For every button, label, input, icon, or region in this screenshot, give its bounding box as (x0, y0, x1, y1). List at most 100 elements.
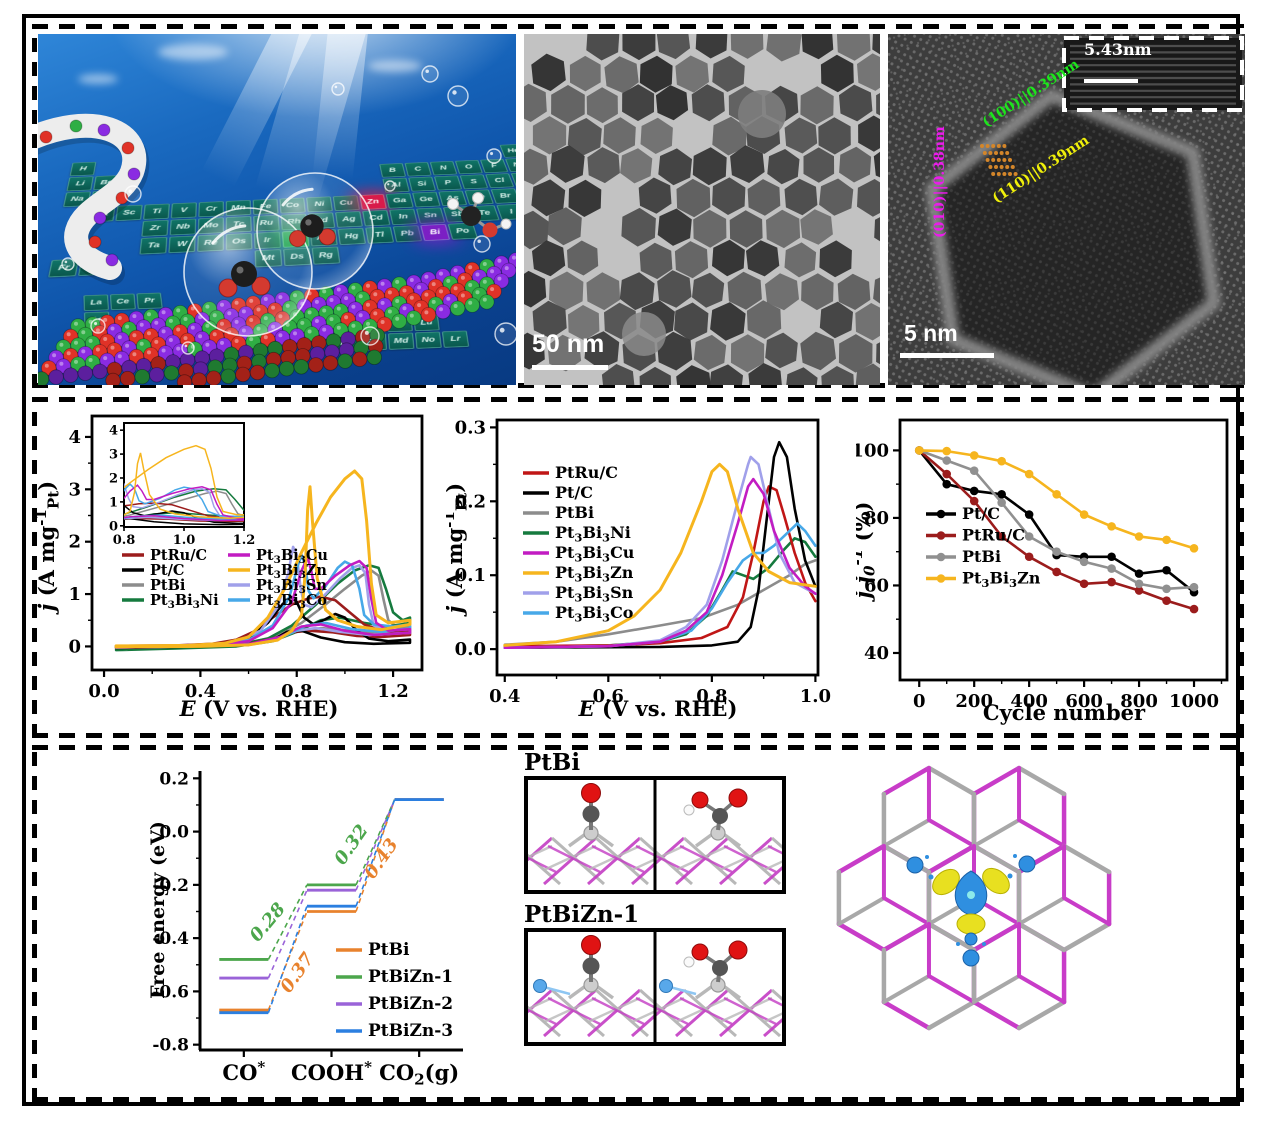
svg-text:0.8: 0.8 (696, 686, 727, 707)
svg-text:Pt3Bi3Zn: Pt3Bi3Zn (256, 562, 327, 581)
element-tile-Co: Co (279, 197, 306, 214)
element-tile-Mt: Mt (254, 249, 283, 268)
element-tile-Li: Li (66, 176, 94, 192)
element-tile-Rh: Rh (280, 213, 308, 231)
svg-text:j (A mg-1Pt): j (A mg-1Pt) (446, 483, 471, 617)
element-tile-Ac: Ac (83, 311, 110, 329)
svg-text:PtBi: PtBi (368, 940, 410, 960)
element-tile-Rg: Rg (311, 246, 341, 265)
element-tile-Ds: Ds (283, 247, 312, 266)
svg-text:-0.8: -0.8 (152, 1036, 189, 1056)
svg-text:1.0: 1.0 (173, 533, 196, 548)
svg-text:0.43: 0.43 (360, 835, 402, 883)
svg-text:0.1: 0.1 (455, 565, 486, 586)
element-tile-Yb: Yb (386, 315, 413, 333)
element-tile-Es: Es (333, 334, 360, 352)
svg-text:200: 200 (955, 691, 993, 712)
svg-text:0.8: 0.8 (113, 533, 136, 548)
element-tile-Pd: Pd (307, 212, 336, 229)
lsv-chart: 0.4 0.6 0.8 1.0 0.0 0.1 0.2 0.3 E (V vs. RHE) j (… (446, 417, 831, 721)
element-tile-Si: Si (408, 176, 437, 192)
svg-text:Pt3Bi3Cu: Pt3Bi3Cu (555, 543, 635, 565)
svg-text:0.0: 0.0 (159, 823, 189, 843)
element-tile-P: P (433, 175, 463, 191)
svg-text:1.0: 1.0 (800, 686, 831, 707)
element-tile-Be: Be (93, 175, 120, 191)
element-tile-Lu: Lu (413, 314, 440, 332)
svg-text:E (V vs. RHE): E (V vs. RHE) (578, 696, 738, 721)
element-tile-Re: Re (197, 234, 224, 252)
svg-text:Pt/C: Pt/C (962, 504, 1000, 523)
svg-text:Pt3Bi3Sn: Pt3Bi3Sn (555, 583, 634, 605)
element-tile-Fr: Fr (48, 258, 79, 278)
element-tile-Md: Md (388, 332, 415, 350)
element-tile-Pr: Pr (136, 292, 163, 310)
svg-text:0.8: 0.8 (281, 681, 312, 702)
stability-cycle-chart: 0 200 400 600 800 1000 40 60 80 100 Cycle number j … (856, 418, 1229, 725)
svg-text:600: 600 (1065, 691, 1103, 712)
element-tile-Tm: Tm (360, 316, 386, 334)
dft-adsorption-models: PtBi PtBiZn-1 (524, 750, 786, 1046)
svg-text:PtBi: PtBi (962, 547, 1001, 566)
element-tile-Fm: Fm (360, 333, 387, 351)
svg-text:40: 40 (864, 643, 889, 664)
svg-text:Pt3Bi3Sn: Pt3Bi3Sn (256, 577, 327, 596)
element-tile-W: W (168, 235, 196, 254)
water-caustic (368, 60, 422, 72)
svg-text:PtBiZn-3: PtBiZn-3 (368, 1021, 453, 1041)
svg-text:80: 80 (864, 508, 889, 529)
element-tile-Pt: Pt (281, 230, 310, 248)
svg-text:j (A mg-1Pt): j (A mg-1Pt) (36, 481, 63, 615)
svg-text:CO2(g): CO2(g) (379, 1060, 459, 1089)
element-tile-I: I (496, 203, 516, 221)
element-tile-Ra: Ra (78, 257, 109, 276)
element-tile-Mn: Mn (225, 199, 252, 216)
svg-text:0: 0 (913, 691, 926, 712)
svg-text:Pt3Bi3Zn: Pt3Bi3Zn (555, 563, 634, 585)
ptbi-model-title: PtBi (524, 749, 581, 776)
svg-text:2: 2 (68, 532, 81, 553)
element-tile-Ga: Ga (385, 192, 414, 209)
svg-text:Cycle number: Cycle number (983, 700, 1146, 725)
svg-text:-0.2: -0.2 (152, 876, 189, 896)
element-tile-Os: Os (225, 232, 253, 251)
svg-text:PtRu/C: PtRu/C (150, 547, 207, 564)
element-tile-Ca: Ca (87, 206, 116, 223)
svg-text:800: 800 (1120, 691, 1158, 712)
svg-text:Free energy (eV): Free energy (eV) (150, 821, 169, 999)
element-tile-O: O (454, 159, 483, 175)
svg-text:100: 100 (856, 440, 889, 461)
free-energy-diagram: CO* COOH* CO2(g) 0.2 0.0 -0.2 -0.4 -0.6 -0.8 Free… (150, 769, 463, 1089)
charge-density-difference (836, 765, 1112, 1031)
water-caustic (158, 44, 228, 60)
svg-text:3: 3 (109, 448, 118, 463)
svg-text:Pt3Bi3Ni: Pt3Bi3Ni (555, 523, 631, 545)
element-tile-Cl: Cl (485, 173, 515, 189)
svg-text:-0.4: -0.4 (152, 929, 189, 949)
svg-text:400: 400 (1010, 691, 1048, 712)
svg-text:0: 0 (68, 636, 81, 657)
element-tile-Mg: Mg (90, 190, 118, 206)
element-tile-Ni: Ni (306, 196, 333, 213)
element-tile-B: B (379, 163, 406, 178)
hrtem-lattice (888, 34, 1245, 385)
element-tile-Te: Te (469, 205, 500, 222)
element-tile-La: La (83, 294, 109, 312)
svg-text:Pt3Bi3Cu: Pt3Bi3Cu (256, 547, 328, 566)
tem-hexagonal-nanoplates (524, 34, 880, 385)
element-tile-Bi: Bi (420, 223, 451, 242)
element-tile-Sc: Sc (115, 204, 143, 221)
tem-scale-bar (532, 365, 608, 370)
element-tile-Al: Al (382, 177, 410, 193)
tem-image: 50 nm (524, 34, 880, 385)
element-tile-Ta: Ta (139, 236, 168, 255)
element-tile-Tc: Tc (225, 216, 252, 233)
periodic-table-lanthanides-left: La Ce Pr Ac (83, 292, 165, 331)
svg-text:-0.6: -0.6 (152, 982, 189, 1002)
element-tile-Lr: Lr (441, 330, 470, 348)
periodic-table-lanthanides-right: Tm Yb Lu Es Fm Md No Lr (333, 314, 470, 354)
svg-text:0.0: 0.0 (455, 639, 486, 660)
svg-text:0: 0 (109, 519, 118, 534)
element-tile-Fe: Fe (252, 198, 279, 215)
svg-text:Pt3Bi3Co: Pt3Bi3Co (256, 592, 327, 611)
